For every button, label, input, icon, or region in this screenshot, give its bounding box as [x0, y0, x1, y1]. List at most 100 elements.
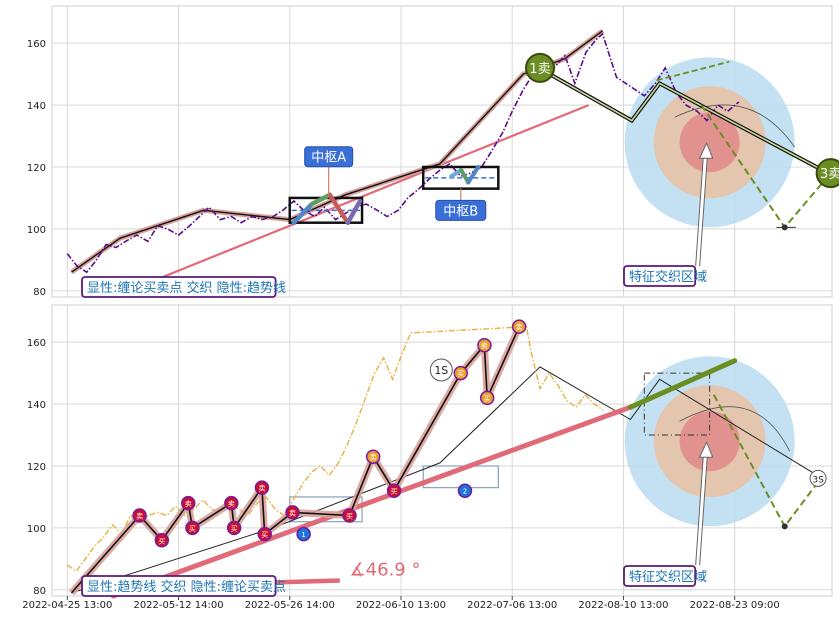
- top-zone-annotation-box: [623, 265, 697, 287]
- bottom-vertex-dot: [781, 523, 788, 530]
- bottom-pivot-marker-10: [342, 508, 357, 523]
- x-tick-label-3: 2022-06-10 13:00: [356, 600, 446, 611]
- bottom-pivot-marker-2: [154, 533, 170, 548]
- bottom-zone-arrow-head: [698, 440, 714, 458]
- bottom-pivot-marker-1: [132, 508, 147, 523]
- bottom-pivot-marker-glyph-4: 买: [189, 525, 196, 533]
- x-axis: 2022-04-25 13:00 2022-05-12 14:00 2022-05-…: [22, 596, 780, 611]
- bottom-pivot-marker-glyph-12: 买: [391, 488, 398, 496]
- top-ytick-label-3: 140: [27, 101, 46, 112]
- bottom-pivot-marker-3: [181, 495, 196, 511]
- bottom-sell-point-label-1: 3S: [812, 475, 824, 485]
- bottom-pivot-marker-glyph-16: 卖: [516, 324, 523, 332]
- top-sell-marker-label-1: 3卖: [820, 167, 839, 182]
- bottom-ytick-label-2: 120: [27, 462, 46, 473]
- bottom-pivot-marker-12: [386, 483, 402, 498]
- bottom-sell-point-0: [429, 358, 453, 382]
- bottom-pivot-marker-glyph-7: 卖: [258, 485, 265, 493]
- bottom-pivot-marker-glyph-5: 卖: [228, 500, 235, 508]
- top-ytick-label-1: 100: [27, 225, 46, 236]
- bottom-pivot-marker-glyph-3: 卖: [185, 500, 192, 508]
- top-zhongshu-a-stroke-3: [345, 198, 363, 225]
- bottom-pivot-marker-14: [477, 337, 492, 353]
- top-sell-marker-circle-1: [815, 158, 839, 189]
- top-sell-marker-circle-0: [525, 52, 556, 83]
- bottom-pivot-marker-16: [511, 319, 527, 334]
- bottom-ytick-label-3: 140: [27, 400, 46, 411]
- bottom-buy-point-1: [457, 483, 473, 498]
- top-price-line: [66, 32, 740, 274]
- top-zhongshu-b-stroke-2: [466, 164, 481, 185]
- bottom-pivot-marker-glyph-14: 卖: [481, 342, 488, 350]
- top-zhongshu-b-text: 中枢B: [443, 204, 478, 219]
- bottom-legend-annotation-text: 显性:趋势线 交织 隐性:缠论买卖点: [87, 579, 286, 595]
- top-legend-annotation-box: [81, 276, 277, 298]
- bottom-buy-point-label-1: 2: [463, 488, 467, 496]
- x-tick-label-4: 2022-07-06 13:00: [467, 600, 557, 611]
- top-sell-marker-1: 3卖: [815, 158, 839, 189]
- top-zhongshu-b-label: 中枢B: [435, 188, 487, 221]
- bottom-sell-point-1: [809, 469, 827, 487]
- bottom-pivot-marker-glyph-15: 买: [484, 395, 491, 403]
- bottom-pivot-marker-8: [257, 526, 272, 542]
- top-zone-arrow-head: [698, 141, 714, 159]
- top-feature-arc: [674, 104, 795, 148]
- bottom-ytick-label-1: 100: [27, 524, 46, 535]
- bottom-zone-arrow-shaft: [696, 451, 708, 566]
- bottom-pivot-marker-9: [285, 505, 300, 520]
- top-trend-line: [112, 104, 590, 299]
- top-ytick-label-2: 120: [27, 163, 46, 174]
- bottom-pivot-marker-glyph-11: 卖: [370, 454, 377, 462]
- x-tick-label-0: 2022-04-25 13:00: [22, 600, 112, 611]
- top-zhongshu-b-stroke-1: [459, 168, 471, 185]
- bottom-pivot-marker-4: [185, 520, 200, 536]
- top-feature-zone-inner: [679, 112, 740, 173]
- top-ytick-label-4: 160: [27, 39, 46, 50]
- bottom-pivot-marker-13: [453, 365, 469, 381]
- top-zhongshu-a-stroke-2: [327, 192, 351, 225]
- bottom-angle-label: ∡46.9 °: [350, 559, 421, 580]
- bottom-pivot-marker-glyph-9: 卖: [289, 509, 296, 517]
- bottom-sell-point-label-0: 1S: [434, 364, 448, 377]
- bottom-pivot-marker-glyph-8: 买: [261, 531, 268, 539]
- bottom-pivot-marker-glyph-2: 买: [158, 537, 165, 545]
- bottom-zone-box: [643, 372, 711, 436]
- bottom-feature-arc: [679, 406, 791, 452]
- bottom-feature-zone-inner: [679, 411, 740, 472]
- bottom-pivot-marker-7: [254, 480, 270, 495]
- bottom-buy-point-0: [296, 526, 311, 542]
- top-sell-segment: [543, 70, 823, 171]
- top-zhongshu-a-badge: [304, 146, 354, 168]
- bottom-ytick-label-0: 80: [33, 586, 46, 597]
- top-zone-arrow-shaft: [696, 152, 708, 267]
- bottom-zone-annotation-text: 特征交织区域: [629, 569, 707, 585]
- bottom-trend-line: [110, 404, 633, 599]
- x-tick-label-6: 2022-08-23 09:00: [690, 600, 780, 611]
- top-zhongshu-a-label: 中枢A: [304, 146, 354, 196]
- bottom-zone-annotation-box: [623, 565, 697, 587]
- top-sell-marker-0: 1卖: [525, 52, 556, 83]
- x-tick-label-2: 2022-05-26 14:00: [245, 600, 335, 611]
- top-olive-dash-up: [656, 60, 730, 82]
- bottom-pivot-marker-11: [365, 449, 381, 464]
- bottom-ytick-label-4: 160: [27, 338, 46, 349]
- x-tick-label-5: 2022-08-10 13:00: [578, 600, 668, 611]
- bottom-pivot-marker-6: [226, 520, 242, 536]
- top-ytick-label-0: 80: [33, 287, 46, 298]
- bottom-pivot-marker-glyph-1: 卖: [136, 513, 143, 521]
- bottom-pivot-marker-glyph-13: 买: [457, 370, 464, 378]
- top-zhongshu-a-stroke-0: [291, 201, 315, 225]
- bottom-buy-point-label-0: 1: [301, 531, 305, 539]
- top-legend-annotation-text: 显性:缠论买卖点 交织 隐性:趋势线: [87, 280, 286, 296]
- bottom-pivot-marker-glyph-10: 买: [346, 513, 353, 521]
- x-tick-label-1: 2022-05-12 14:00: [133, 600, 223, 611]
- top-sell-marker-label-0: 1卖: [529, 62, 550, 77]
- bottom-olive-line: [627, 358, 738, 410]
- top-zone-annotation-text: 特征交织区域: [629, 269, 707, 285]
- bottom-pivot-marker-15: [479, 390, 495, 406]
- top-zhongshu-b-badge: [435, 199, 487, 221]
- bottom-pivot-marker-glyph-6: 买: [231, 525, 238, 533]
